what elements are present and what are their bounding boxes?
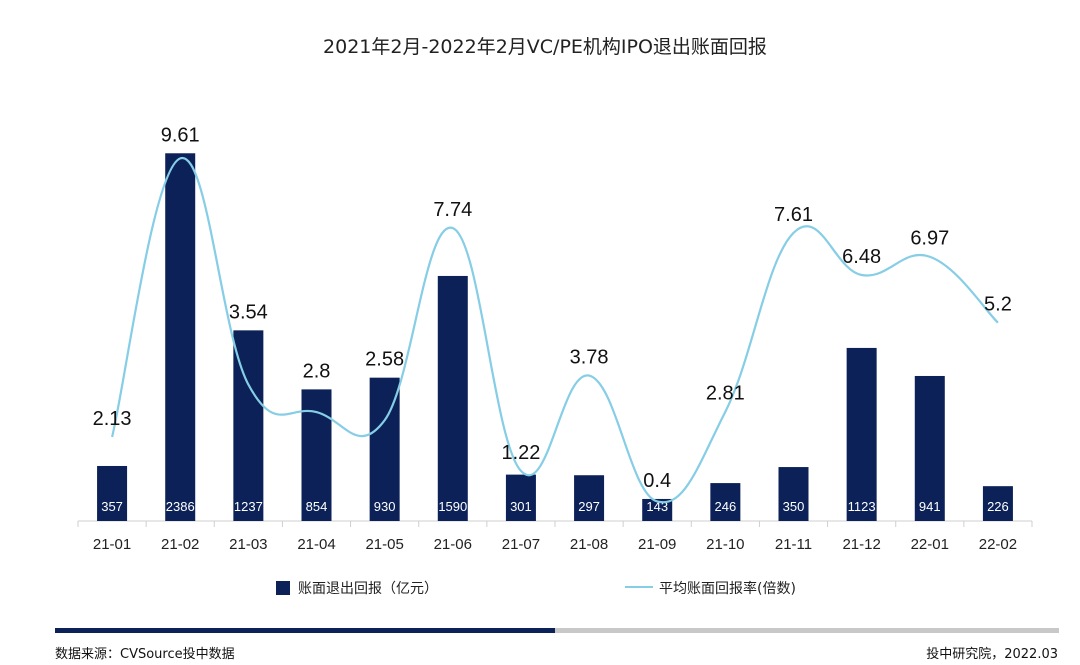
legend-label-line: 平均账面回报率(倍数)	[659, 580, 796, 597]
bar-label-21-12: 1123	[848, 499, 876, 514]
rate-label-22-02: 5.2	[984, 294, 1012, 316]
bar-label-21-11: 350	[783, 499, 805, 514]
rate-label-21-09: 0.4	[643, 470, 671, 492]
x-label-21-06: 21-06	[434, 536, 472, 553]
x-label-21-01: 21-01	[93, 536, 131, 553]
bar-label-21-05: 930	[374, 499, 396, 514]
x-axis-labels: 21-01 21-02 21-03 21-04 21-05 21-06 21-07 21-08…	[93, 536, 1017, 553]
rate-label-21-11: 7.61	[774, 204, 813, 226]
bar-21-11	[778, 467, 809, 521]
footer-bar	[55, 628, 1059, 633]
bar-21-07	[505, 474, 536, 521]
legend-swatch-bar	[276, 581, 290, 595]
rate-label-21-06: 7.74	[433, 199, 472, 221]
footer-bar-light	[555, 628, 1059, 633]
x-label-22-02: 22-02	[979, 536, 1017, 553]
x-label-21-05: 21-05	[365, 536, 403, 553]
bar-21-08	[574, 475, 605, 521]
line-value-labels: 2.13 9.61 3.54 2.8 2.58 7.74 1.22 3.78 0.4 2.81 7.…	[93, 124, 1012, 492]
x-label-21-09: 21-09	[638, 536, 676, 553]
bar-label-22-01: 941	[919, 499, 941, 514]
rate-line	[111, 157, 999, 504]
bar-21-12	[846, 347, 877, 521]
bar-21-06	[437, 275, 468, 521]
rate-label-21-04: 2.8	[303, 360, 331, 382]
rate-label-21-12: 6.48	[842, 246, 881, 268]
chart-title: 2021年2月-2022年2月VC/PE机构IPO退出账面回报	[323, 36, 767, 58]
bar-22-01	[914, 375, 945, 521]
x-label-21-10: 21-10	[706, 536, 744, 553]
rate-label-21-03: 3.54	[229, 301, 268, 323]
bar-label-21-04: 854	[306, 499, 328, 514]
legend: 账面退出回报（亿元） 平均账面回报率(倍数)	[276, 580, 796, 597]
rate-label-21-10: 2.81	[706, 383, 745, 405]
footer-bar-dark	[55, 628, 555, 633]
x-label-21-12: 21-12	[842, 536, 880, 553]
x-label-21-11: 21-11	[775, 536, 812, 553]
bar-label-21-07: 301	[510, 499, 532, 514]
bar-label-22-02: 226	[987, 499, 1009, 514]
bar-21-10	[710, 483, 741, 521]
bar-label-21-06: 1590	[438, 499, 467, 514]
bar-series	[97, 153, 1013, 521]
rate-label-21-07: 1.22	[501, 442, 540, 464]
x-label-21-03: 21-03	[229, 536, 267, 553]
bar-21-01	[97, 465, 128, 521]
bar-21-02	[165, 153, 196, 521]
credit-note: 投中研究院，2022.03	[926, 647, 1058, 662]
bar-label-21-08: 297	[578, 499, 600, 514]
x-axis-ticks	[77, 521, 1033, 527]
bar-value-labels: 357 2386 1237 854 930 1590 301 297 143 246 350 1123…	[101, 499, 1009, 514]
source-note: 数据来源：CVSource投中数据	[55, 647, 235, 662]
rate-label-21-01: 2.13	[93, 408, 132, 430]
x-label-22-01: 22-01	[911, 536, 949, 553]
x-label-21-02: 21-02	[161, 536, 199, 553]
x-label-21-08: 21-08	[570, 536, 608, 553]
bar-label-21-03: 1237	[234, 499, 263, 514]
bar-label-21-01: 357	[101, 499, 123, 514]
rate-label-21-02: 9.61	[161, 124, 200, 146]
x-label-21-04: 21-04	[297, 536, 335, 553]
bar-21-09	[642, 498, 673, 521]
rate-label-21-05: 2.58	[365, 349, 404, 371]
bar-label-21-02: 2386	[166, 499, 195, 514]
legend-label-bar: 账面退出回报（亿元）	[298, 581, 438, 597]
bar-22-02	[982, 486, 1013, 521]
rate-label-21-08: 3.78	[570, 347, 609, 369]
line-series	[111, 157, 999, 504]
x-label-21-07: 21-07	[502, 536, 540, 553]
bar-label-21-10: 246	[715, 499, 737, 514]
rate-label-22-01: 6.97	[910, 228, 949, 250]
